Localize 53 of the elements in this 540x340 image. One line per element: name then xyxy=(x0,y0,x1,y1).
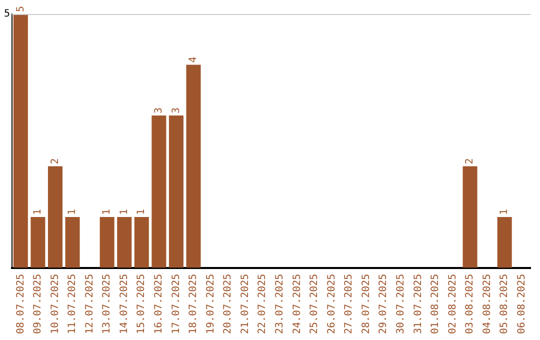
data-label: 1 xyxy=(136,209,148,216)
bar xyxy=(100,217,114,268)
data-label: 5 xyxy=(4,8,10,20)
bar xyxy=(48,166,62,268)
x-tick-label: 06.08.2025 xyxy=(516,274,528,334)
data-label: 1 xyxy=(499,209,510,216)
x-tick-label: 18.07.2025 xyxy=(188,274,200,334)
x-tick-label: 19.07.2025 xyxy=(205,274,216,334)
data-label: 1 xyxy=(32,209,44,216)
x-tick-label: 24.07.2025 xyxy=(292,274,303,334)
x-tick-label: 23.07.2025 xyxy=(274,274,286,334)
x-tick-label: 12.07.2025 xyxy=(84,274,96,334)
x-tick-label: 11.07.2025 xyxy=(67,274,78,334)
bar xyxy=(168,116,184,268)
x-tick-label: 15.07.2025 xyxy=(136,274,148,334)
x-tick-label: 21.07.2025 xyxy=(240,274,251,334)
x-tick-label: 01.08.2025 xyxy=(430,274,442,334)
x-tick-label: 09.07.2025 xyxy=(32,274,44,334)
x-tick-label: 22.07.2025 xyxy=(257,274,268,334)
x-tick-label: 04.08.2025 xyxy=(482,274,493,334)
x-tick-label: 17.07.2025 xyxy=(170,274,182,334)
bar xyxy=(462,166,478,268)
bar xyxy=(186,64,201,268)
x-tick-label: 20.07.2025 xyxy=(222,274,234,334)
x-tick-label: 27.07.2025 xyxy=(344,274,355,334)
x-tick-label: 08.07.2025 xyxy=(15,274,26,334)
bar xyxy=(134,217,149,268)
x-tick-label: 03.08.2025 xyxy=(464,274,476,334)
data-label: 2 xyxy=(464,158,476,164)
data-label: 4 xyxy=(188,56,200,63)
x-tick-label: 25.07.2025 xyxy=(309,274,320,334)
bar xyxy=(497,217,512,268)
x-tick-label: 02.08.2025 xyxy=(447,274,458,334)
bar xyxy=(152,116,166,268)
x-tick-label: 05.08.2025 xyxy=(499,274,510,334)
x-tick-label: 31.07.2025 xyxy=(412,274,424,334)
bar xyxy=(30,217,46,268)
data-label: 1 xyxy=(118,209,130,216)
data-label: 2 xyxy=(50,158,61,164)
bar xyxy=(65,217,80,268)
x-tick-label: 13.07.2025 xyxy=(102,274,113,334)
x-tick-label: 30.07.2025 xyxy=(395,274,406,334)
x-tick-label: 26.07.2025 xyxy=(326,274,338,334)
bar xyxy=(117,217,132,268)
data-label: 1 xyxy=(102,209,113,216)
x-tick-label: 29.07.2025 xyxy=(378,274,390,334)
x-tick-label: 10.07.2025 xyxy=(50,274,61,334)
data-label: 3 xyxy=(154,107,165,114)
x-tick-label: 14.07.2025 xyxy=(118,274,130,334)
x-tick-label: 16.07.2025 xyxy=(154,274,165,334)
data-label: 1 xyxy=(67,209,78,216)
x-tick-label: 28.07.2025 xyxy=(360,274,372,334)
data-label: 3 xyxy=(170,107,182,114)
